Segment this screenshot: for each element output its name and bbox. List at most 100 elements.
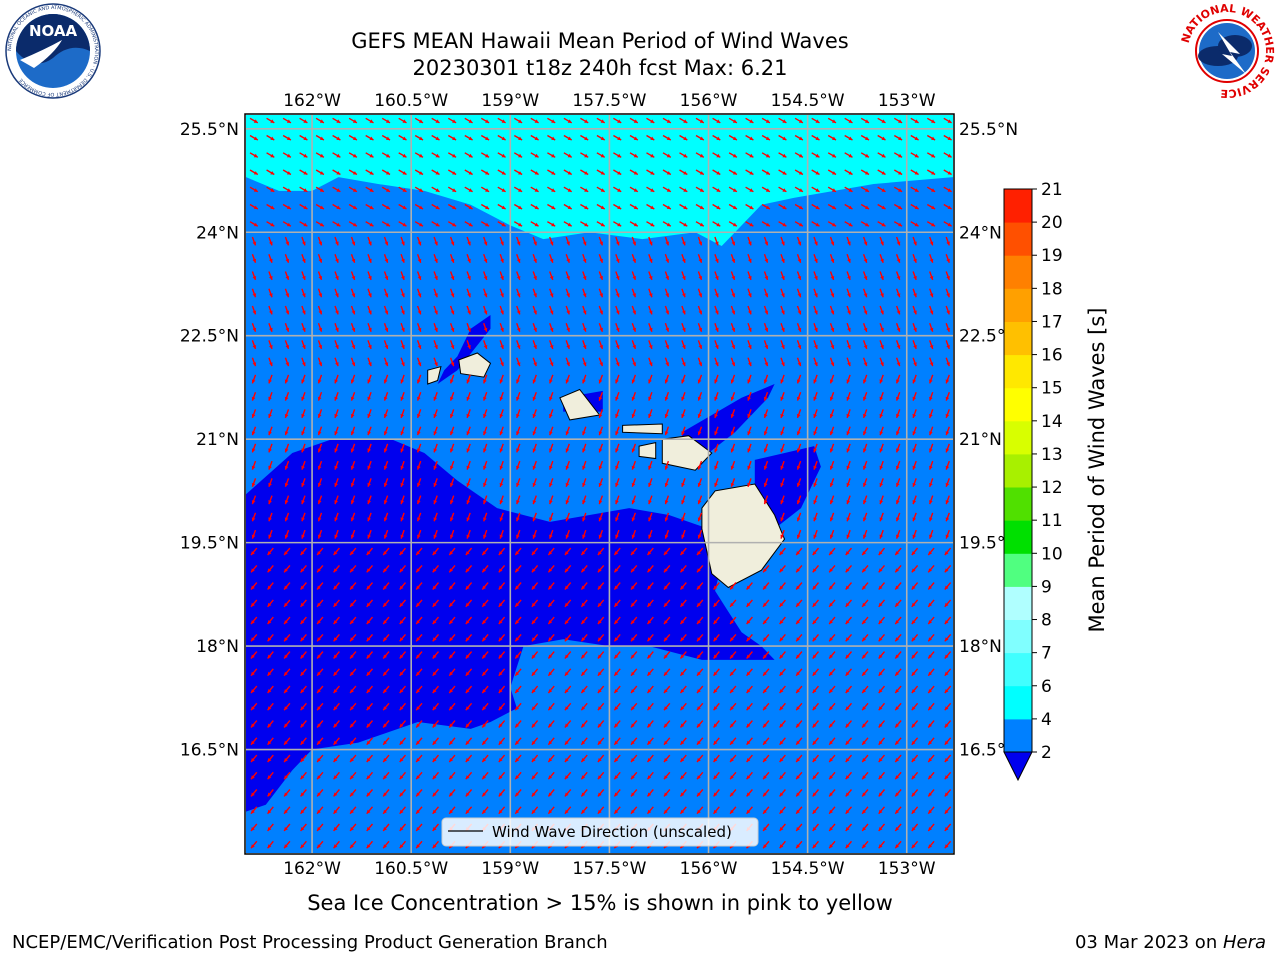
wind-arrow — [582, 512, 587, 522]
wind-arrow — [383, 271, 389, 281]
wind-arrow — [944, 633, 952, 642]
wind-arrow — [927, 702, 935, 711]
wind-arrow — [367, 512, 372, 522]
wind-arrow — [763, 357, 769, 367]
wind-arrow — [366, 720, 374, 728]
wind-arrow — [317, 288, 323, 298]
wind-arrow — [516, 391, 521, 401]
wind-arrow — [465, 806, 473, 815]
wind-arrow — [415, 720, 423, 728]
wind-arrow — [531, 702, 539, 711]
wind-arrow — [681, 340, 686, 350]
wind-arrow-head — [498, 758, 503, 762]
wind-arrow — [696, 771, 704, 780]
wind-arrow — [613, 754, 621, 763]
wind-arrow-head — [796, 517, 801, 522]
wind-arrow — [499, 443, 504, 453]
wind-arrow-head — [829, 758, 833, 762]
wind-arrow — [812, 702, 820, 711]
wind-arrow-head — [516, 276, 521, 280]
wind-arrow — [746, 582, 753, 590]
wind-arrow-head — [764, 241, 769, 246]
wind-arrow-head — [863, 465, 867, 470]
wind-arrow-head — [467, 345, 471, 349]
wind-arrow — [729, 616, 737, 625]
wind-arrow — [894, 823, 902, 832]
wind-arrow — [301, 374, 306, 384]
wind-arrow-head — [846, 379, 851, 384]
wind-arrow — [696, 685, 704, 694]
wind-arrow — [795, 720, 803, 728]
wind-arrow-head — [798, 205, 803, 209]
wind-arrow — [580, 599, 588, 608]
wind-arrow — [366, 737, 374, 746]
wind-arrow-head — [564, 637, 569, 642]
wind-arrow-head — [251, 827, 255, 831]
wind-arrow-head — [417, 276, 422, 280]
wind-arrow — [531, 789, 539, 797]
wind-arrow-head — [350, 758, 354, 762]
wind-arrow-head — [465, 792, 470, 797]
wind-arrow — [877, 221, 886, 227]
wind-arrow — [598, 340, 604, 350]
wind-arrow — [532, 288, 537, 298]
wind-arrow-head — [399, 809, 404, 814]
wind-arrow-head — [796, 568, 800, 573]
wind-arrow — [580, 789, 588, 797]
wind-arrow — [713, 685, 720, 694]
wind-arrow — [845, 702, 853, 711]
wind-arrow — [912, 409, 917, 419]
wind-arrow — [531, 547, 539, 556]
wind-arrow-head — [632, 293, 636, 298]
wind-arrow — [267, 840, 274, 849]
wind-arrow-head — [631, 775, 635, 780]
wind-arrow — [516, 236, 521, 246]
wind-arrow-head — [286, 171, 291, 175]
wind-arrow-head — [713, 637, 718, 642]
wind-arrow-head — [532, 465, 537, 470]
wind-arrow-head — [564, 706, 569, 711]
wind-arrow — [779, 754, 786, 763]
wind-arrow-head — [746, 689, 751, 693]
wind-arrow-head — [450, 534, 454, 539]
wind-arrow — [284, 322, 290, 332]
wind-arrow-head — [499, 465, 504, 470]
wind-arrow-head — [796, 740, 800, 745]
wind-arrow-head — [911, 792, 916, 797]
wind-arrow — [416, 426, 422, 436]
wind-arrow — [795, 651, 803, 659]
wind-arrow — [696, 789, 704, 797]
wind-arrow — [828, 651, 836, 659]
wind-arrow — [679, 720, 687, 728]
wind-arrow-head — [318, 241, 323, 246]
wind-arrow-head — [715, 241, 719, 246]
wind-arrow-head — [913, 276, 917, 280]
wind-arrow — [697, 236, 703, 246]
wind-arrow-head — [548, 671, 553, 676]
wind-arrow — [761, 186, 771, 193]
wind-arrow — [796, 253, 802, 263]
wind-arrow-head — [665, 241, 669, 246]
wind-arrow — [796, 357, 802, 367]
wind-arrow-head — [285, 345, 290, 349]
wind-arrow-head — [812, 568, 817, 573]
wind-arrow — [251, 253, 257, 263]
wind-arrow — [317, 357, 323, 367]
wind-arrow — [747, 288, 752, 298]
wind-arrow — [532, 271, 537, 281]
wind-arrow-head — [715, 258, 719, 263]
wind-arrow-head — [269, 293, 273, 298]
wind-arrow — [944, 651, 952, 659]
wind-arrow — [251, 340, 257, 350]
wind-arrow — [563, 221, 573, 227]
wind-arrow — [317, 305, 323, 315]
wind-arrow-head — [534, 222, 539, 227]
wind-arrow — [746, 720, 753, 728]
wind-arrow — [516, 512, 521, 522]
wind-arrow-head — [647, 809, 652, 814]
wind-arrow-head — [549, 448, 553, 453]
wind-arrow-head — [582, 431, 586, 436]
wind-arrow-head — [782, 205, 787, 209]
wind-arrow — [300, 685, 307, 694]
wind-arrow — [349, 823, 357, 832]
